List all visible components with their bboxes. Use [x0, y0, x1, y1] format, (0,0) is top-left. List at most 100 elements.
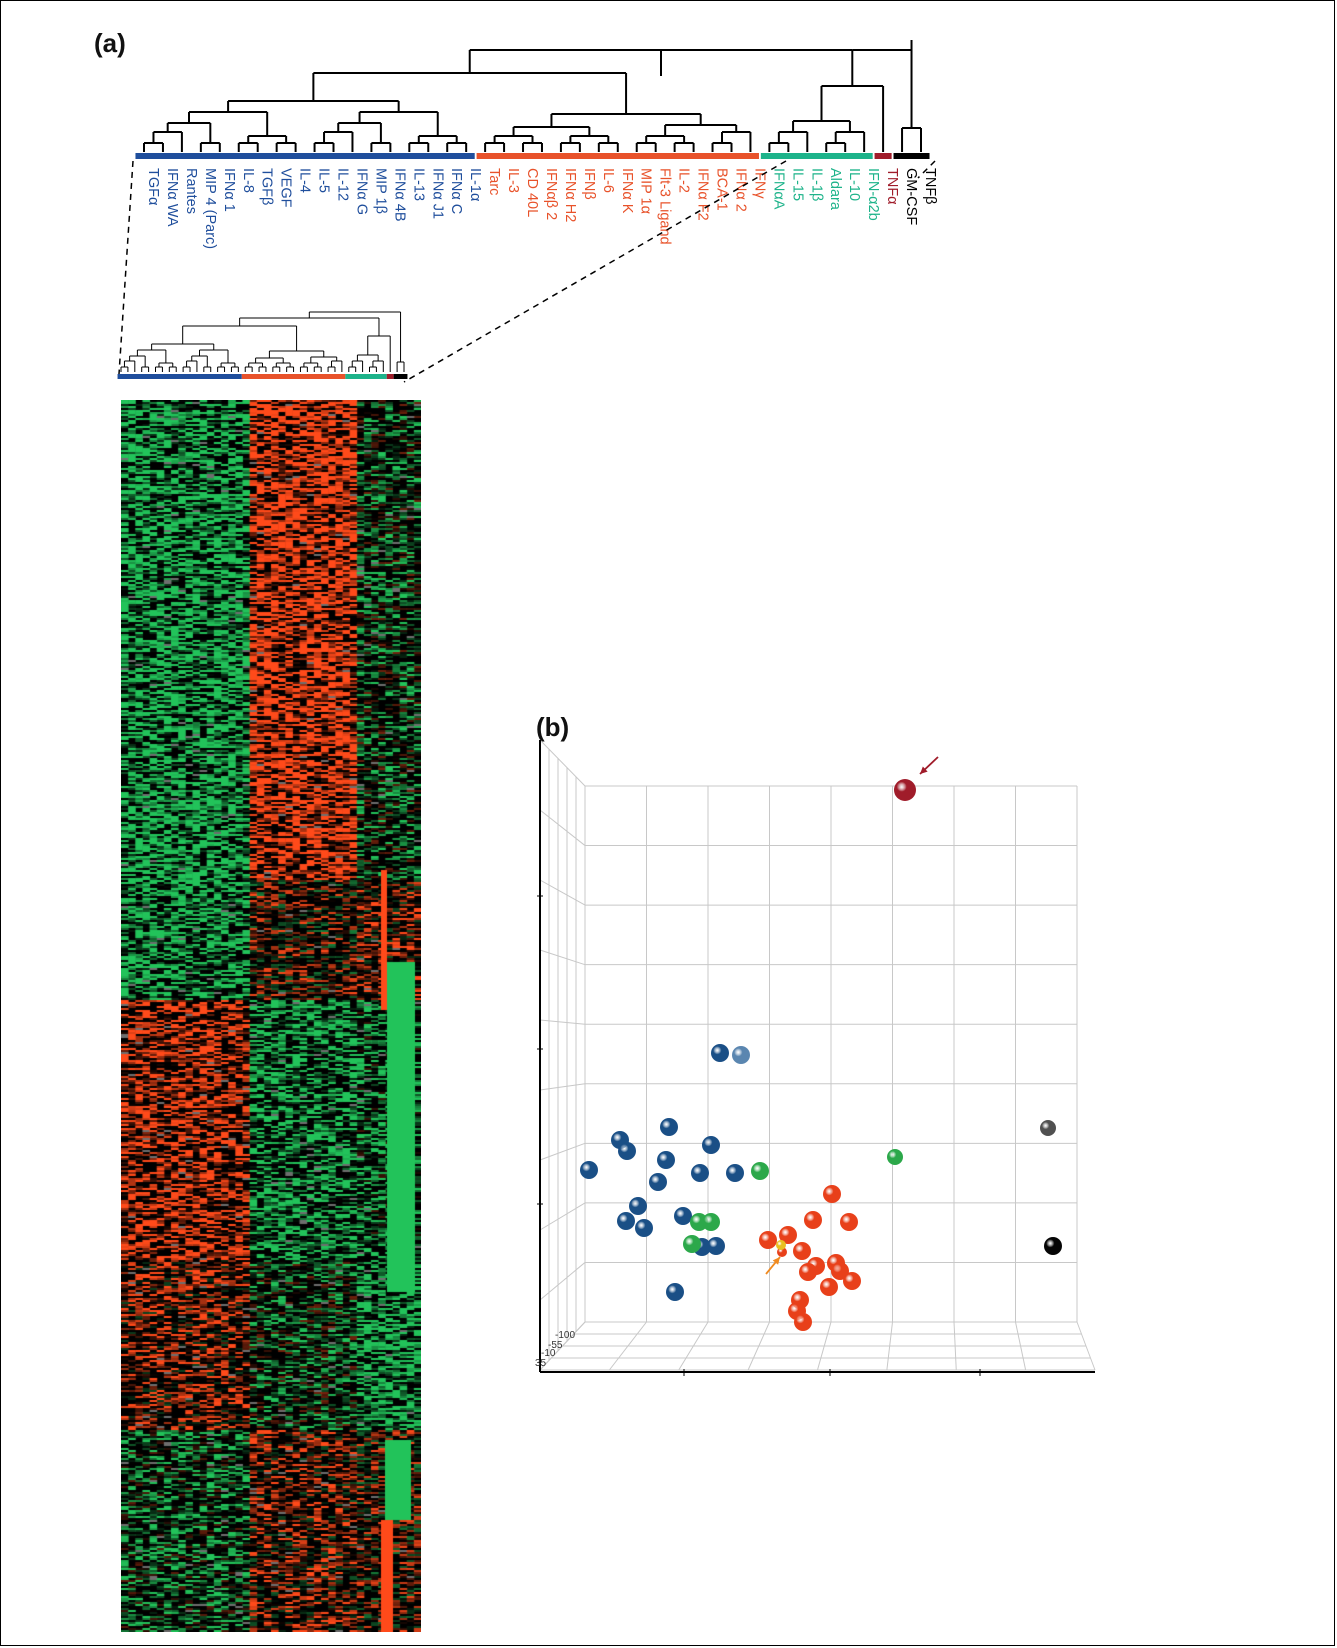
dendrogram-label: IL-6 [600, 168, 616, 193]
dendrogram-label: IFNα 1 [221, 168, 237, 212]
sphere-orange [843, 1272, 861, 1290]
sphere-gray [1040, 1120, 1056, 1136]
sphere-blue [702, 1136, 720, 1154]
group-bar-orange [476, 153, 759, 159]
sphere-orange [759, 1231, 777, 1249]
sphere-green [751, 1162, 769, 1180]
dendrogram-label: IFNα H2 [562, 168, 578, 222]
sphere-orange [799, 1263, 817, 1281]
orange-arrow-head [772, 1257, 780, 1265]
dendrogram-label: IFNαA [770, 168, 786, 210]
dendrogram-label: IFNα 4B [391, 168, 407, 222]
dendrogram-label: IFNγ [751, 168, 767, 199]
dendrogram-label: IFNα K [619, 168, 635, 214]
sphere-orange [823, 1185, 841, 1203]
panel-b-label: (b) [536, 712, 570, 742]
axis-tick-label: -10 [541, 1348, 556, 1359]
grid-line-side [539, 879, 586, 906]
small-group-bar-green [345, 374, 387, 379]
dendrogram-label: IL-8 [240, 168, 256, 193]
dendrogram-label: IL-1α [467, 168, 483, 201]
expression-heatmap [121, 400, 421, 1632]
sphere-orange [793, 1242, 811, 1260]
dendrogram-label: IL-10 [846, 168, 862, 201]
dendrogram-label: VEGF [278, 168, 294, 208]
sphere-blue [635, 1219, 653, 1237]
sphere-blue [691, 1164, 709, 1182]
grid-line-side [539, 949, 586, 966]
sphere-blue [649, 1173, 667, 1191]
sphere-orange [794, 1313, 812, 1331]
sphere-blue [711, 1044, 729, 1062]
group-bar-darkred [874, 153, 892, 159]
zoom-line-tail [917, 160, 936, 179]
sphere-green [702, 1213, 720, 1231]
sphere-darkred [894, 779, 916, 801]
sphere-blue [629, 1197, 647, 1215]
sphere-blue [726, 1164, 744, 1182]
dendrogram-label: IFNα WA [164, 168, 180, 227]
zoom-line-right [403, 160, 787, 383]
sphere-blue [617, 1212, 635, 1230]
grid-line-side [539, 809, 586, 846]
dendrogram-label: IFNα C [448, 168, 464, 214]
dendrogram-label: BCA-1 [714, 168, 730, 211]
grid-line-side [539, 1019, 586, 1025]
sphere-blue [618, 1142, 636, 1160]
cluster-dendrogram [143, 40, 922, 152]
panel-a-label: (a) [94, 28, 126, 58]
dendrogram-label: MIP 4 (Parc) [202, 168, 218, 249]
dendrogram-label: GM-CSF [903, 168, 919, 225]
axis-tick-label: -100 [555, 1330, 575, 1341]
group-bar-green [760, 153, 873, 159]
dendrogram-label: IL-15 [789, 168, 805, 201]
dendrogram-label: IFN-α2b [865, 168, 881, 221]
dendrogram-label: Flt-3 Ligand [657, 168, 673, 245]
sphere-orange [840, 1213, 858, 1231]
grid-line-side [539, 1142, 586, 1161]
group-bar-black [893, 153, 930, 159]
dendrogram-label: IL-3 [505, 168, 521, 193]
sphere-blue [732, 1046, 750, 1064]
dendrogram-label: Aldara [827, 168, 843, 211]
dendrogram-label: Tarc [486, 168, 502, 195]
sphere-orange [831, 1262, 849, 1280]
dendrogram-label: IL-4 [297, 168, 313, 193]
small-group-bar-darkred [386, 374, 394, 379]
sphere-blue [707, 1237, 725, 1255]
sphere-blue [580, 1161, 598, 1179]
sphere-green [683, 1235, 701, 1253]
dendrogram-label-list: TGFα IFNα WA Rantes MIP 4 (Parc) IFNα 1 IL-8 T… [145, 168, 938, 249]
dendrogram-label: TNFβ [922, 168, 938, 205]
grid-line-side [539, 1202, 586, 1231]
dendrogram-label: IL-2 [676, 168, 692, 193]
dendrogram-label: CD 40L [524, 168, 540, 217]
dendrogram-label: IFNαβ 2 [543, 168, 559, 220]
grid-line-side [539, 1083, 586, 1091]
red-arrow-head [920, 766, 928, 774]
grid-line-side [539, 739, 586, 787]
heatmap-column-dendrogram [120, 311, 405, 372]
sphere-orange [804, 1211, 822, 1229]
small-group-bar-blue [117, 374, 242, 379]
dendrogram-label: Rantes [183, 168, 199, 214]
dendrogram-label: IFNα J1 [429, 168, 445, 219]
sphere-yellow [776, 1240, 786, 1250]
axis-tick-label: -55 [548, 1340, 563, 1351]
small-group-bar-orange [241, 374, 346, 379]
dendrogram-label: IL-13 [410, 168, 426, 201]
sphere-orange [779, 1226, 797, 1244]
dendrogram-label: TNFα [884, 168, 900, 205]
dendrogram-label: IL-1β [808, 168, 824, 201]
dendrogram-label: TGFα [145, 168, 161, 205]
dendrogram-label: MIP 1β [372, 168, 388, 214]
sphere-black [1044, 1237, 1062, 1255]
axis-tick-label: 35 [535, 1358, 547, 1369]
zoom-line-left [118, 160, 134, 375]
zoom-guide-lines [118, 160, 936, 383]
dendrogram-label: MIP 1α [638, 168, 654, 214]
dendrogram-label: IFNα G [353, 168, 369, 215]
